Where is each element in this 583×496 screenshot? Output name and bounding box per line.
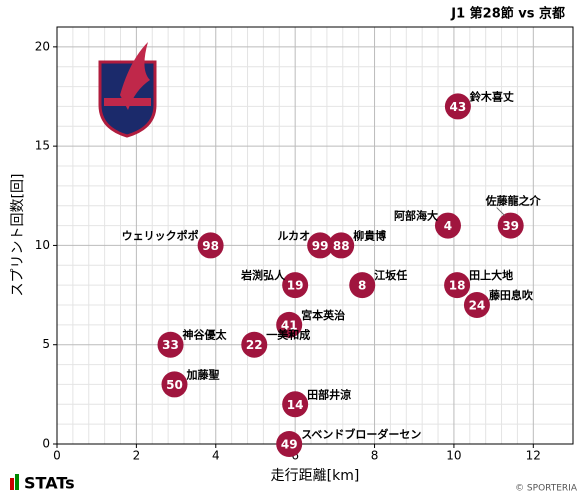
point <box>276 431 303 457</box>
point-name: 鈴木喜丈 <box>470 89 514 103</box>
leader <box>496 207 506 216</box>
point-name: 江坂任 <box>374 268 407 282</box>
x-axis-label: 走行距離[km] <box>271 467 360 484</box>
point-name: 神谷優太 <box>183 328 228 342</box>
point-number: 99 <box>312 239 329 253</box>
plot-frame <box>56 26 574 445</box>
x-tick-label: 8 <box>371 449 379 463</box>
point <box>276 311 303 338</box>
point-number: 49 <box>281 438 298 452</box>
point-number: 33 <box>162 338 179 352</box>
point-name: 岩渕弘人 <box>240 268 286 282</box>
point-name: 田部井涼 <box>307 387 351 401</box>
point <box>157 331 184 358</box>
point-number: 41 <box>281 318 298 332</box>
point-number: 98 <box>202 239 219 253</box>
y-axis-label: スプリント回数[回] <box>10 174 26 297</box>
point <box>197 232 224 259</box>
point-number: 43 <box>450 100 467 114</box>
point <box>328 232 355 259</box>
point-number: 19 <box>287 279 304 293</box>
y-tick-label: 20 <box>35 39 50 53</box>
logo <box>98 42 157 138</box>
x-tick-label: 4 <box>212 449 220 463</box>
point-name: 阿部海大 <box>394 209 438 223</box>
point-number: 4 <box>444 219 452 233</box>
point <box>349 272 376 299</box>
point-number: 22 <box>246 338 263 352</box>
point <box>434 212 461 239</box>
point <box>161 371 188 398</box>
plot: 02468101205101520 <box>35 26 574 463</box>
point <box>282 391 309 418</box>
x-tick-label: 10 <box>446 449 461 463</box>
point-name: ルカオ <box>277 229 310 242</box>
y-tick-label: 5 <box>42 337 50 351</box>
point-name: ウェリックポポ <box>122 228 199 242</box>
point-name: 田上大地 <box>469 268 513 282</box>
point-number: 50 <box>166 378 183 392</box>
point-number: 18 <box>449 279 466 293</box>
point-name: 佐藤龍之介 <box>485 194 542 208</box>
point <box>497 212 524 239</box>
point-name: 藤田息吹 <box>489 288 534 302</box>
point-number: 14 <box>287 398 304 412</box>
point <box>463 292 490 318</box>
x-tick-label: 2 <box>133 449 141 463</box>
point <box>444 272 471 299</box>
point-number: 39 <box>502 219 519 233</box>
point <box>444 93 471 120</box>
x-tick-label: 0 <box>53 449 61 463</box>
point <box>241 331 268 358</box>
point-name: 加藤聖 <box>185 367 219 381</box>
chart-title: J1 第28節 vs 京都 <box>450 6 565 22</box>
point-name: 一美和成 <box>266 328 310 342</box>
point-number: 24 <box>469 299 486 313</box>
point <box>282 272 309 299</box>
point-number: 88 <box>333 239 350 253</box>
credit: © SPORTERIA <box>515 484 578 494</box>
point-number: 8 <box>358 279 366 293</box>
y-tick-label: 0 <box>42 437 50 451</box>
point <box>307 232 334 259</box>
x-tick-label: 12 <box>526 449 541 463</box>
point-name: スベンドブローダーセン <box>301 427 421 441</box>
brand: STATs <box>24 474 75 493</box>
point-name: 柳貴博 <box>353 228 386 242</box>
y-tick-label: 10 <box>35 238 50 252</box>
y-tick-label: 15 <box>35 139 50 153</box>
point-name: 宮本英治 <box>301 308 345 322</box>
footer-logo: STATs <box>10 474 75 493</box>
